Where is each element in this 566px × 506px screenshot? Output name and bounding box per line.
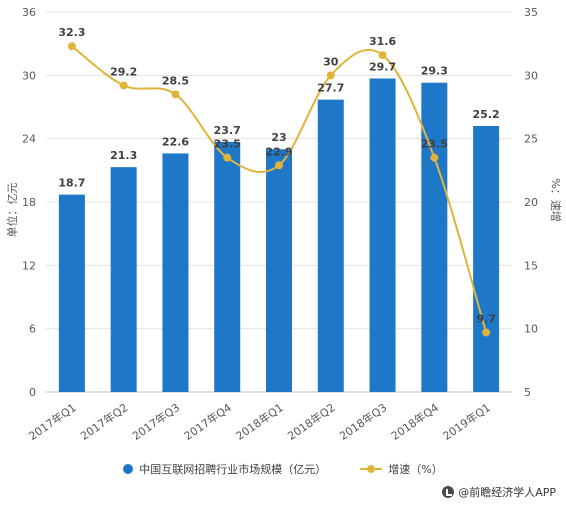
bar-value-label: 21.3 bbox=[110, 149, 137, 162]
legend: 中国互联网招聘行业市场规模（亿元） 增速（%） bbox=[0, 458, 566, 480]
x-tick-label: 2017年Q2 bbox=[78, 400, 131, 443]
line-value-label: 29.2 bbox=[110, 65, 137, 78]
legend-line-label: 增速（%） bbox=[388, 463, 443, 476]
line-point bbox=[482, 328, 491, 337]
line-value-label: 9.7 bbox=[476, 312, 496, 325]
x-tick-label: 2017年Q3 bbox=[129, 400, 182, 443]
x-tick-label: 2018年Q1 bbox=[233, 400, 286, 443]
left-tick-label: 24 bbox=[22, 133, 36, 146]
line-value-label: 30 bbox=[323, 55, 339, 68]
bar-value-label: 22.6 bbox=[162, 135, 189, 148]
line-value-label: 22.9 bbox=[265, 145, 292, 158]
bar-value-label: 23.7 bbox=[214, 124, 241, 137]
bar bbox=[58, 194, 85, 392]
credit-text: @前瞻经济学人APP bbox=[458, 486, 556, 499]
line-point bbox=[119, 81, 128, 90]
right-tick-label: 35 bbox=[524, 6, 538, 19]
bar bbox=[369, 78, 396, 392]
right-axis-title: %：速增 bbox=[549, 178, 563, 221]
left-axis: 0 6 12 18 24 30 36 bbox=[22, 6, 36, 399]
bar bbox=[421, 82, 448, 392]
bar bbox=[214, 141, 241, 392]
left-tick-label: 36 bbox=[22, 6, 36, 19]
legend-item-bar[interactable]: 中国互联网招聘行业市场规模（亿元） bbox=[123, 461, 326, 477]
left-tick-label: 6 bbox=[29, 323, 36, 336]
line-point bbox=[275, 161, 283, 170]
bar bbox=[266, 149, 292, 392]
legend-line-swatch bbox=[360, 464, 383, 474]
left-tick-label: 30 bbox=[22, 69, 36, 82]
line-point bbox=[378, 51, 387, 60]
bar-value-label: 27.7 bbox=[317, 82, 344, 95]
right-tick-label: 5 bbox=[524, 386, 531, 399]
left-tick-label: 12 bbox=[22, 259, 36, 272]
data-labels: 18.7 21.3 22.6 23.7 23 27.7 29.7 29.3 25.2 32.3 29… bbox=[58, 26, 499, 325]
right-tick-label: 30 bbox=[524, 69, 538, 82]
left-tick-label: 18 bbox=[22, 196, 36, 209]
bar bbox=[473, 126, 500, 392]
line-point bbox=[223, 153, 232, 162]
line-point bbox=[171, 90, 180, 99]
x-tick-label: 2018年Q3 bbox=[337, 400, 390, 443]
right-tick-label: 20 bbox=[524, 196, 538, 209]
right-tick-label: 10 bbox=[524, 323, 538, 336]
bar-value-label: 18.7 bbox=[58, 177, 85, 190]
legend-bar-label: 中国互联网招聘行业市场规模（亿元） bbox=[139, 463, 327, 476]
legend-item-line[interactable]: 增速（%） bbox=[360, 461, 443, 477]
left-axis-title: 单位：亿元 bbox=[5, 183, 19, 238]
bar-series bbox=[58, 78, 500, 392]
line-value-label: 31.6 bbox=[369, 35, 396, 48]
right-tick-label: 15 bbox=[524, 259, 538, 272]
brand-icon bbox=[442, 486, 455, 498]
x-tick-label: 2019年Q1 bbox=[440, 400, 493, 443]
x-tick-label: 2017年Q4 bbox=[181, 400, 234, 443]
line-point bbox=[67, 42, 76, 51]
line-value-label: 28.5 bbox=[162, 74, 189, 87]
bar bbox=[317, 99, 344, 392]
line-value-label: 32.3 bbox=[58, 26, 85, 39]
bar-value-label: 29.3 bbox=[421, 65, 448, 78]
line-value-label: 23.5 bbox=[214, 138, 241, 151]
line-value-label: 23.5 bbox=[421, 138, 448, 151]
right-axis: 5 10 15 20 25 30 35 bbox=[524, 6, 538, 399]
credit: @前瞻经济学人APP bbox=[442, 484, 556, 500]
bar-value-label: 23 bbox=[271, 131, 286, 144]
x-tick-label: 2017年Q1 bbox=[26, 400, 79, 443]
bar-value-label: 25.2 bbox=[473, 108, 500, 121]
line-point bbox=[326, 71, 335, 80]
x-tick-label: 2018年Q4 bbox=[388, 400, 441, 443]
line-point bbox=[430, 153, 439, 162]
right-tick-label: 25 bbox=[524, 133, 538, 146]
x-tick-label: 2018年Q2 bbox=[285, 400, 338, 443]
line-series bbox=[67, 42, 491, 337]
bar bbox=[162, 153, 189, 392]
x-axis: 2017年Q1 2017年Q2 2017年Q3 2017年Q4 2018年Q1 2018年… bbox=[26, 400, 493, 443]
bar bbox=[110, 167, 137, 392]
left-tick-label: 0 bbox=[29, 386, 36, 399]
bar-value-label: 29.7 bbox=[369, 61, 396, 74]
legend-bar-swatch bbox=[123, 464, 134, 474]
